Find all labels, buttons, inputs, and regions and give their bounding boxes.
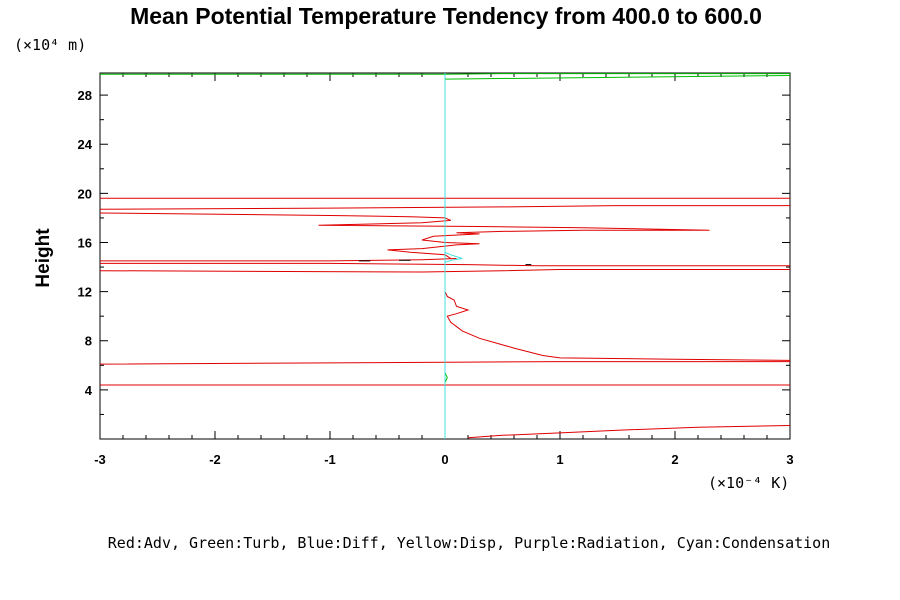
x-tick-label: -3 (94, 452, 106, 467)
y-tick-label: 20 (78, 186, 92, 201)
x-tick-label: -2 (209, 452, 221, 467)
series-line-adv (99, 269, 790, 273)
series-line-adv (444, 291, 791, 361)
series-line-adv (467, 425, 791, 439)
x-axis: -3 -2 -1 0 1 2 3 (94, 73, 794, 467)
y-axis: 4 8 12 16 20 24 28 (78, 88, 790, 440)
x-tick-label: 3 (786, 452, 793, 467)
series-line-turb (444, 75, 791, 80)
x-unit-label: (×10⁻⁴ K) (708, 474, 789, 492)
plot-area (99, 73, 791, 439)
y-tick-label: 24 (78, 137, 93, 152)
y-tick-label: 4 (85, 383, 93, 398)
y-tick-label: 12 (78, 285, 92, 300)
series-line-turb (100, 73, 790, 75)
legend: Red:Adv, Green:Turb, Blue:Diff, Yellow:D… (108, 534, 830, 552)
y-unit-label: (×10⁴ m) (14, 36, 86, 54)
series-line-turb (444, 372, 448, 383)
series-line-adv (100, 262, 790, 267)
series-line-adv (99, 205, 790, 210)
x-tick-label: 1 (556, 452, 563, 467)
y-tick-label: 16 (78, 235, 92, 250)
series-line-adv (100, 258, 457, 262)
series-line-condensation (444, 251, 463, 263)
x-tick-label: 0 (441, 452, 448, 467)
x-tick-label: -1 (324, 452, 336, 467)
series-line-adv (99, 212, 710, 259)
y-axis-label: Height (33, 228, 54, 288)
y-tick-label: 28 (78, 88, 92, 103)
y-tick-label: 8 (85, 334, 92, 349)
chart-title: Mean Potential Temperature Tendency from… (130, 3, 762, 29)
x-tick-label: 2 (671, 452, 678, 467)
